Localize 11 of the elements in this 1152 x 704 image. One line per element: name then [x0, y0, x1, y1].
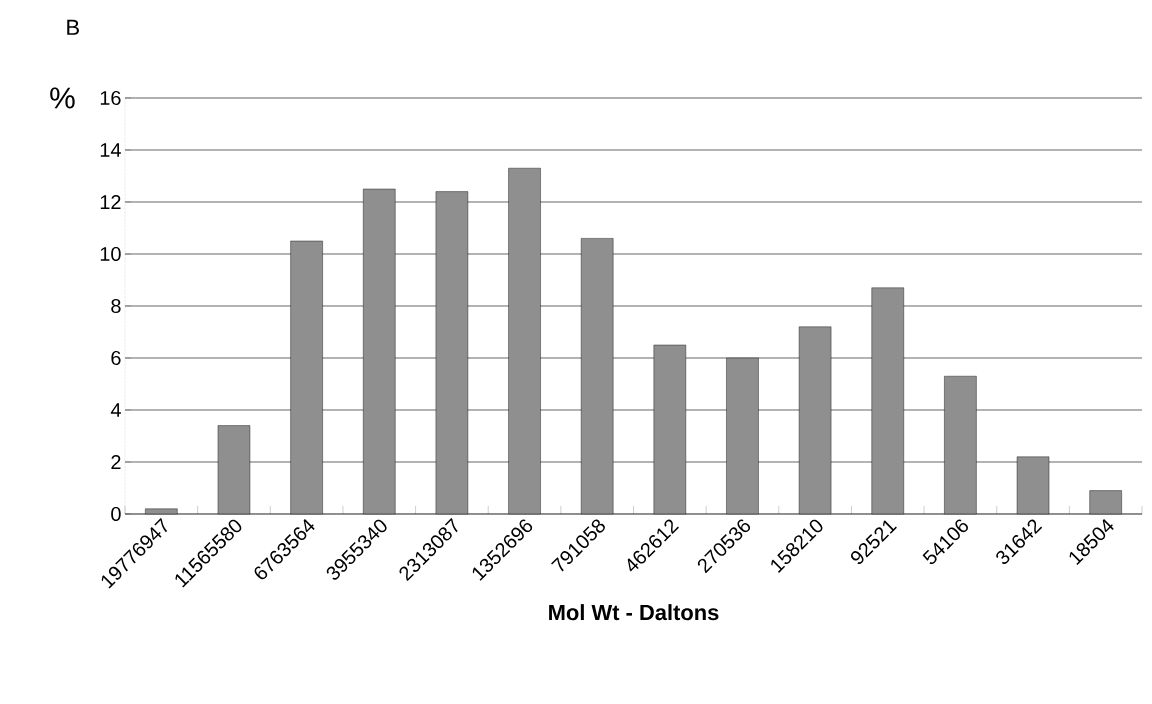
- text: B: [67, 19, 79, 35]
- y-tick-label: 4: [110, 403, 121, 417]
- x-axis-title: Mol Wt - Daltons: [549, 604, 719, 621]
- y-tick-label: 16: [100, 90, 121, 106]
- y-tick-label: 14: [100, 143, 121, 157]
- y-tick-label: 10: [100, 246, 121, 262]
- y-axis-title: %: [50, 87, 75, 109]
- y-tick-label: 2: [111, 455, 121, 469]
- y-tick-label: 12: [100, 195, 121, 209]
- y-tick-label: 6: [111, 350, 121, 366]
- y-tick-label: 8: [111, 298, 121, 314]
